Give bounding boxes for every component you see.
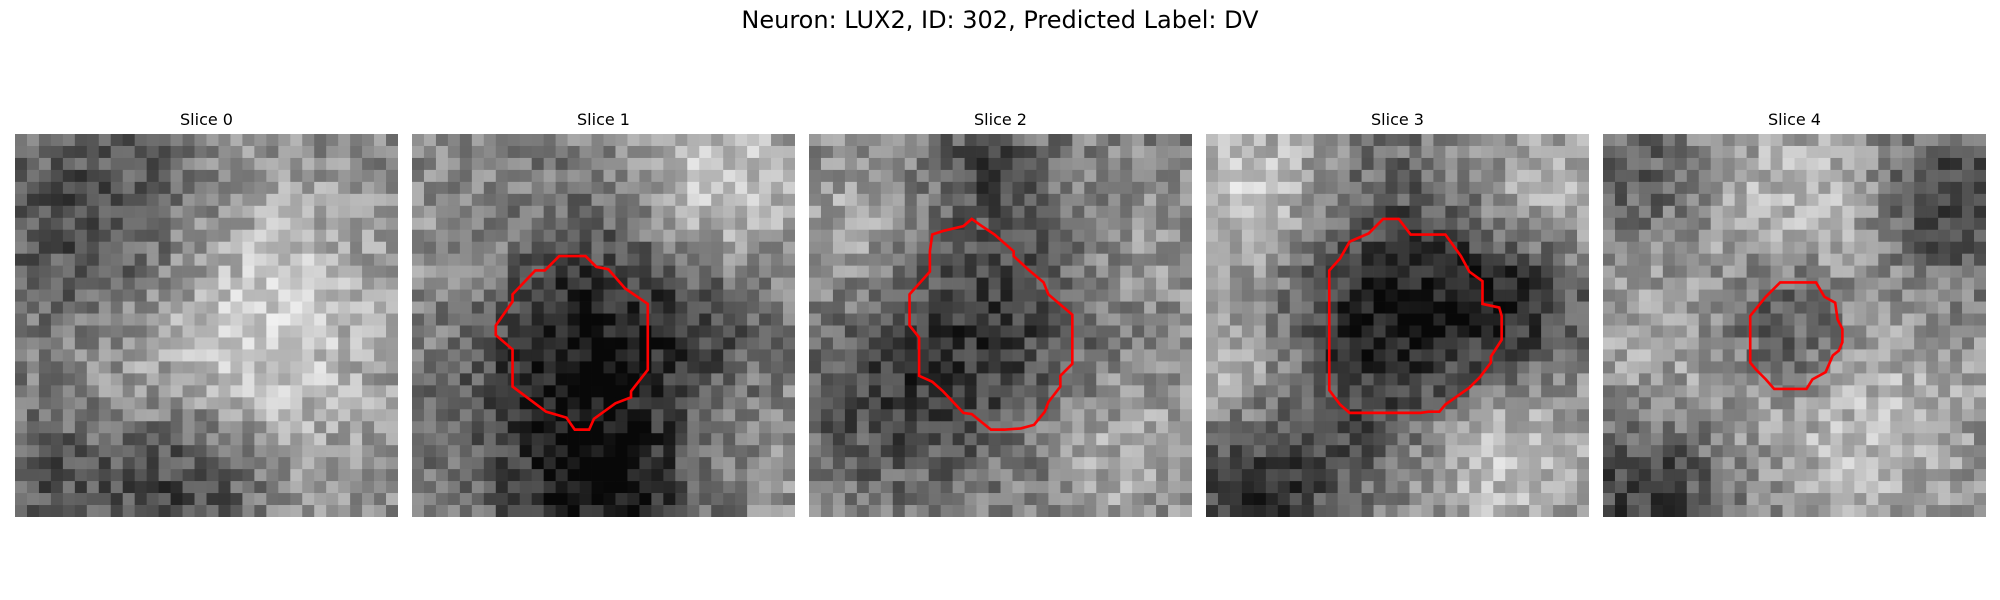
slice-title: Slice 2 [974, 110, 1027, 129]
slice-panel-2: Slice 2 [809, 108, 1192, 517]
slice-image [1603, 134, 1986, 517]
slice-image [809, 134, 1192, 517]
slice-title: Slice 3 [1371, 110, 1424, 129]
slice-title: Slice 1 [577, 110, 630, 129]
neuron-contour [494, 254, 650, 431]
slice-image [412, 134, 795, 517]
neuron-contour [1327, 217, 1503, 415]
slice-panel-0: Slice 0 [15, 108, 398, 517]
slice-title: Slice 0 [180, 110, 233, 129]
slice-panel-4: Slice 4 [1603, 108, 1986, 517]
slice-panel-1: Slice 1 [412, 108, 795, 517]
figure-title: Neuron: LUX2, ID: 302, Predicted Label: … [741, 6, 1259, 34]
neuron-contour [908, 217, 1074, 431]
slice-title: Slice 4 [1768, 110, 1821, 129]
slice-image [15, 134, 398, 517]
slice-panel-3: Slice 3 [1206, 108, 1589, 517]
neuron-contour [1748, 281, 1844, 391]
slice-image [1206, 134, 1589, 517]
